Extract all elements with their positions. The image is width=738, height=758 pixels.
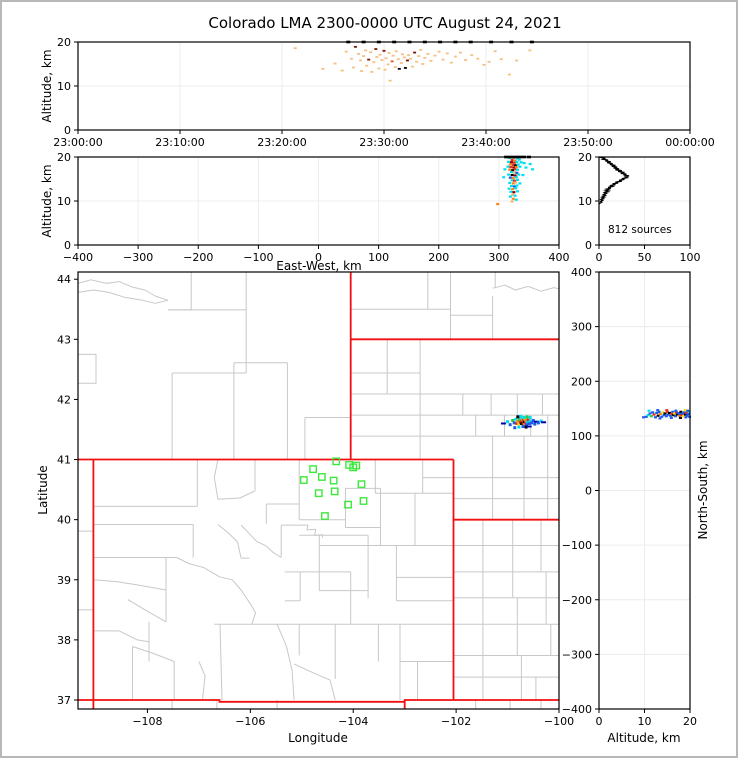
svg-text:20: 20 <box>683 715 697 728</box>
station-marker <box>352 461 361 470</box>
altitude-histogram-curve <box>598 156 630 205</box>
svg-text:10: 10 <box>578 195 592 208</box>
svg-text:23:40:00: 23:40:00 <box>461 136 510 149</box>
svg-text:50: 50 <box>638 251 652 264</box>
svg-text:41: 41 <box>57 454 71 467</box>
svg-text:200: 200 <box>571 375 592 388</box>
ns-altitude-panel: 0 10 20 400 300 200 100 0 −100 −200 −300 −400 <box>562 266 697 728</box>
svg-text:−300: −300 <box>123 251 153 264</box>
svg-text:0: 0 <box>315 251 322 264</box>
svg-text:40: 40 <box>57 514 71 527</box>
station-marker <box>332 457 341 466</box>
svg-text:−108: −108 <box>132 715 162 728</box>
ns-height-xlabel: Altitude, km <box>607 731 681 745</box>
svg-text:00:00:00: 00:00:00 <box>665 136 714 149</box>
station-marker <box>321 512 329 520</box>
station-marker <box>357 480 366 489</box>
svg-text:37: 37 <box>57 694 71 707</box>
svg-text:300: 300 <box>571 321 592 334</box>
svg-text:23:50:00: 23:50:00 <box>563 136 612 149</box>
altitude-histogram-panel: 0 50 100 0 10 20 <box>578 151 701 264</box>
svg-text:100: 100 <box>368 251 389 264</box>
svg-text:100: 100 <box>571 430 592 443</box>
svg-text:43: 43 <box>57 333 71 346</box>
station-marker <box>344 500 352 509</box>
svg-text:20: 20 <box>578 151 592 164</box>
svg-text:−104: −104 <box>338 715 368 728</box>
ew-altitude-panel: −400 −300 −200 −100 0 100 200 300 400 0 10 20 <box>57 151 570 264</box>
svg-text:20: 20 <box>57 36 71 49</box>
station-marker <box>299 476 308 484</box>
station-marker <box>309 465 317 474</box>
svg-text:−200: −200 <box>183 251 213 264</box>
svg-text:23:10:00: 23:10:00 <box>155 136 204 149</box>
station-marker <box>345 461 354 469</box>
svg-text:0: 0 <box>64 239 71 252</box>
svg-text:100: 100 <box>680 251 701 264</box>
county-borders <box>77 272 560 709</box>
state-borders <box>78 272 559 709</box>
svg-text:−400: −400 <box>63 251 93 264</box>
svg-text:39: 39 <box>57 574 71 587</box>
svg-text:0: 0 <box>596 251 603 264</box>
svg-text:0: 0 <box>585 485 592 498</box>
svg-text:−100: −100 <box>243 251 273 264</box>
svg-text:400: 400 <box>571 266 592 279</box>
svg-text:23:30:00: 23:30:00 <box>359 136 408 149</box>
svg-text:−200: −200 <box>562 594 592 607</box>
svg-text:−300: −300 <box>562 648 592 661</box>
svg-text:10: 10 <box>57 195 71 208</box>
station-marker <box>330 487 339 496</box>
svg-text:23:20:00: 23:20:00 <box>257 136 306 149</box>
station-marker <box>317 473 326 481</box>
svg-text:38: 38 <box>57 634 71 647</box>
map-ylabel: Latitude <box>36 465 50 515</box>
svg-text:−106: −106 <box>235 715 265 728</box>
station-marker <box>314 489 323 498</box>
map-panel: −108 −106 −104 −102 −100 37 38 39 40 41 42 43 44 <box>57 271 574 728</box>
map-xlabel: Longitude <box>288 731 348 745</box>
svg-text:400: 400 <box>549 251 570 264</box>
svg-text:−400: −400 <box>562 703 592 716</box>
svg-text:20: 20 <box>57 151 71 164</box>
svg-text:0: 0 <box>596 715 603 728</box>
svg-text:200: 200 <box>428 251 449 264</box>
svg-text:−100: −100 <box>544 715 574 728</box>
time-height-panel: 23:00:00 23:10:00 23:20:00 23:30:00 23:40:00… <box>53 36 714 149</box>
ew-height-xlabel: East-West, km <box>276 259 362 273</box>
lightning-sources-map <box>500 414 547 430</box>
svg-text:0: 0 <box>585 239 592 252</box>
station-marker <box>359 497 368 505</box>
svg-text:300: 300 <box>488 251 509 264</box>
svg-text:0: 0 <box>64 124 71 137</box>
svg-text:10: 10 <box>57 80 71 93</box>
lma-stations <box>299 457 368 520</box>
ew-height-ylabel: Altitude, km <box>40 164 54 238</box>
svg-text:42: 42 <box>57 393 71 406</box>
figure-title: Colorado LMA 2300-0000 UTC August 24, 20… <box>208 14 562 32</box>
ns-height-ylabel: North-South, km <box>696 440 710 540</box>
station-marker <box>329 476 338 485</box>
svg-text:44: 44 <box>57 273 71 286</box>
svg-text:23:00:00: 23:00:00 <box>53 136 102 149</box>
svg-text:10: 10 <box>638 715 652 728</box>
time-height-ylabel: Altitude, km <box>40 49 54 123</box>
svg-text:−102: −102 <box>441 715 471 728</box>
source-count-annotation: 812 sources <box>608 224 672 236</box>
svg-text:−100: −100 <box>562 539 592 552</box>
